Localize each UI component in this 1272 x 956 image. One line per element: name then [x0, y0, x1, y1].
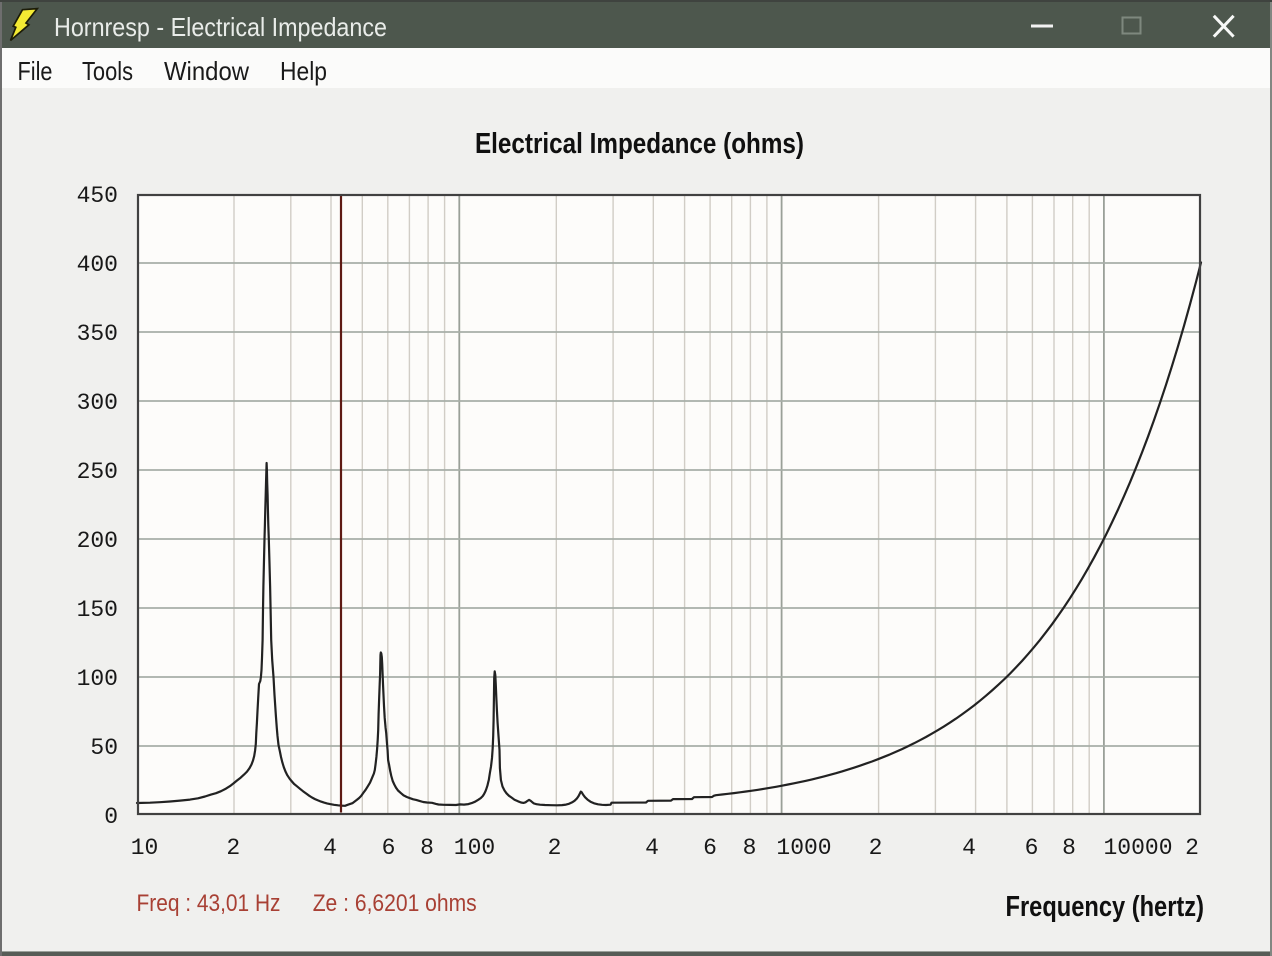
svg-text:Freq : 43,01 Hz: Freq : 43,01 Hz	[137, 890, 281, 917]
svg-text:6: 6	[1025, 835, 1039, 861]
svg-text:6: 6	[703, 835, 717, 861]
svg-text:8: 8	[420, 835, 434, 861]
svg-text:Frequency (hertz): Frequency (hertz)	[1006, 891, 1205, 923]
svg-text:10: 10	[131, 835, 159, 861]
svg-text:2: 2	[548, 835, 562, 861]
svg-text:Ze : 6,6201 ohms: Ze : 6,6201 ohms	[313, 890, 477, 917]
svg-text:2: 2	[226, 835, 240, 861]
svg-text:0: 0	[104, 804, 118, 830]
svg-text:2: 2	[869, 835, 883, 861]
svg-text:150: 150	[77, 597, 118, 623]
svg-text:4: 4	[962, 835, 976, 861]
svg-text:350: 350	[77, 321, 118, 347]
svg-text:Electrical Impedance (ohms): Electrical Impedance (ohms)	[475, 128, 804, 160]
svg-text:400: 400	[77, 252, 118, 278]
svg-text:4: 4	[323, 835, 337, 861]
svg-text:Window: Window	[164, 56, 249, 86]
svg-text:50: 50	[90, 735, 118, 761]
svg-text:8: 8	[1062, 835, 1076, 861]
svg-text:Hornresp - Electrical Impedanc: Hornresp - Electrical Impedance	[54, 12, 387, 42]
svg-text:8: 8	[743, 835, 757, 861]
svg-text:300: 300	[77, 390, 118, 416]
svg-text:100: 100	[77, 666, 118, 692]
svg-text:6: 6	[382, 835, 396, 861]
svg-text:200: 200	[77, 528, 118, 554]
svg-text:Help: Help	[280, 56, 327, 86]
svg-text:1000: 1000	[776, 835, 831, 861]
svg-text:100: 100	[454, 835, 495, 861]
svg-text:Tools: Tools	[82, 56, 133, 86]
svg-text:250: 250	[77, 459, 118, 485]
svg-text:10000: 10000	[1103, 835, 1172, 861]
svg-text:4: 4	[645, 835, 659, 861]
svg-text:File: File	[18, 56, 53, 86]
svg-text:2: 2	[1185, 835, 1199, 861]
svg-text:450: 450	[77, 183, 118, 209]
